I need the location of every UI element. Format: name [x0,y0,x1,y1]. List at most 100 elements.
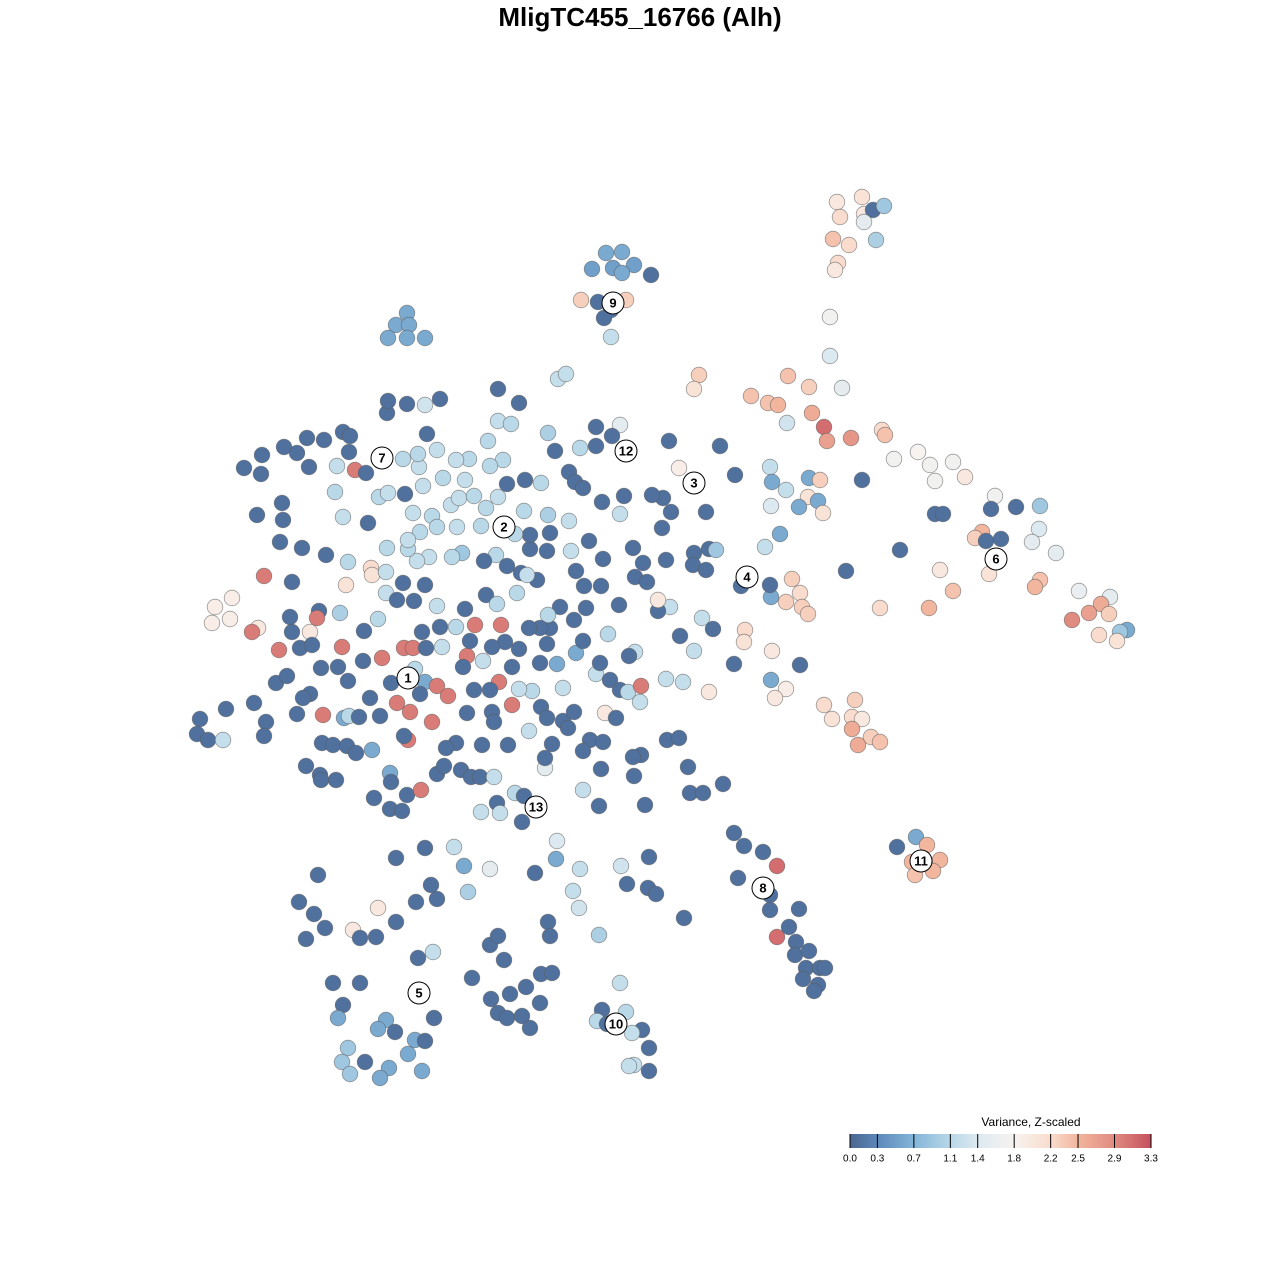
point [777,680,795,698]
point [634,554,652,572]
point [305,905,323,923]
point [707,541,725,559]
point [714,775,732,793]
point [559,719,577,737]
cluster-label: 5 [415,985,422,1000]
point [624,539,642,557]
point [398,395,416,413]
point [191,710,209,728]
point [199,731,217,749]
point [571,860,589,878]
point [620,1057,638,1075]
point [443,548,461,566]
point [485,768,503,786]
point [399,1045,417,1063]
colorbar-tick-label: 2.9 [1108,1154,1122,1165]
point [875,197,893,215]
point [977,532,995,550]
point [371,707,389,725]
point [412,781,430,799]
cluster-badge [614,439,638,463]
point [697,503,715,521]
point [326,483,344,501]
point [685,380,703,398]
point [671,627,689,645]
point [642,266,660,284]
point [871,733,889,751]
point [613,243,631,261]
point [489,380,507,398]
point [388,591,406,609]
point [411,685,429,703]
point [843,720,861,738]
point [800,378,818,396]
point [580,532,598,550]
point [483,638,501,656]
point [281,608,299,626]
point [479,432,497,450]
point [876,426,894,444]
point [599,625,617,643]
point [363,566,381,584]
point [824,230,842,248]
point [425,1009,443,1027]
point [662,503,680,521]
point [805,982,823,1000]
point [235,459,253,477]
point [531,994,549,1012]
point [818,432,836,450]
point [636,796,654,814]
point [1090,626,1108,644]
point [790,900,808,918]
point [428,518,446,536]
point [465,487,483,505]
point [214,731,232,749]
point [328,457,346,475]
point [456,471,474,489]
point [562,542,580,560]
colorbar-tick-label: 1.1 [943,1154,957,1165]
point [459,883,477,901]
point [520,619,538,637]
point [799,605,817,623]
point [347,744,365,762]
point [982,500,1000,518]
point [992,530,1010,548]
point [831,208,849,226]
point [837,562,855,580]
colorbar-tick-label: 3.3 [1144,1154,1158,1165]
point [849,736,867,754]
point [685,642,703,660]
point [518,566,536,584]
point [503,696,521,714]
point [312,771,330,789]
point [778,414,796,432]
point [803,404,821,422]
point [931,561,949,579]
point [329,658,347,676]
point [450,489,468,507]
point [257,713,275,731]
point [510,394,528,412]
cluster-label: 9 [609,295,616,310]
point [293,539,311,557]
point [611,505,629,523]
point [498,557,516,575]
point [888,838,906,856]
point [428,677,446,695]
point [329,1009,347,1027]
point [416,1032,434,1050]
point [303,636,321,654]
cluster-badge [524,795,548,819]
point [243,623,261,641]
point [574,479,592,497]
point [657,670,675,688]
point [309,866,327,884]
point [762,671,780,689]
point [401,703,419,721]
point [763,642,781,660]
point [704,620,722,638]
point [777,481,795,499]
point [735,633,753,651]
point [351,974,369,992]
